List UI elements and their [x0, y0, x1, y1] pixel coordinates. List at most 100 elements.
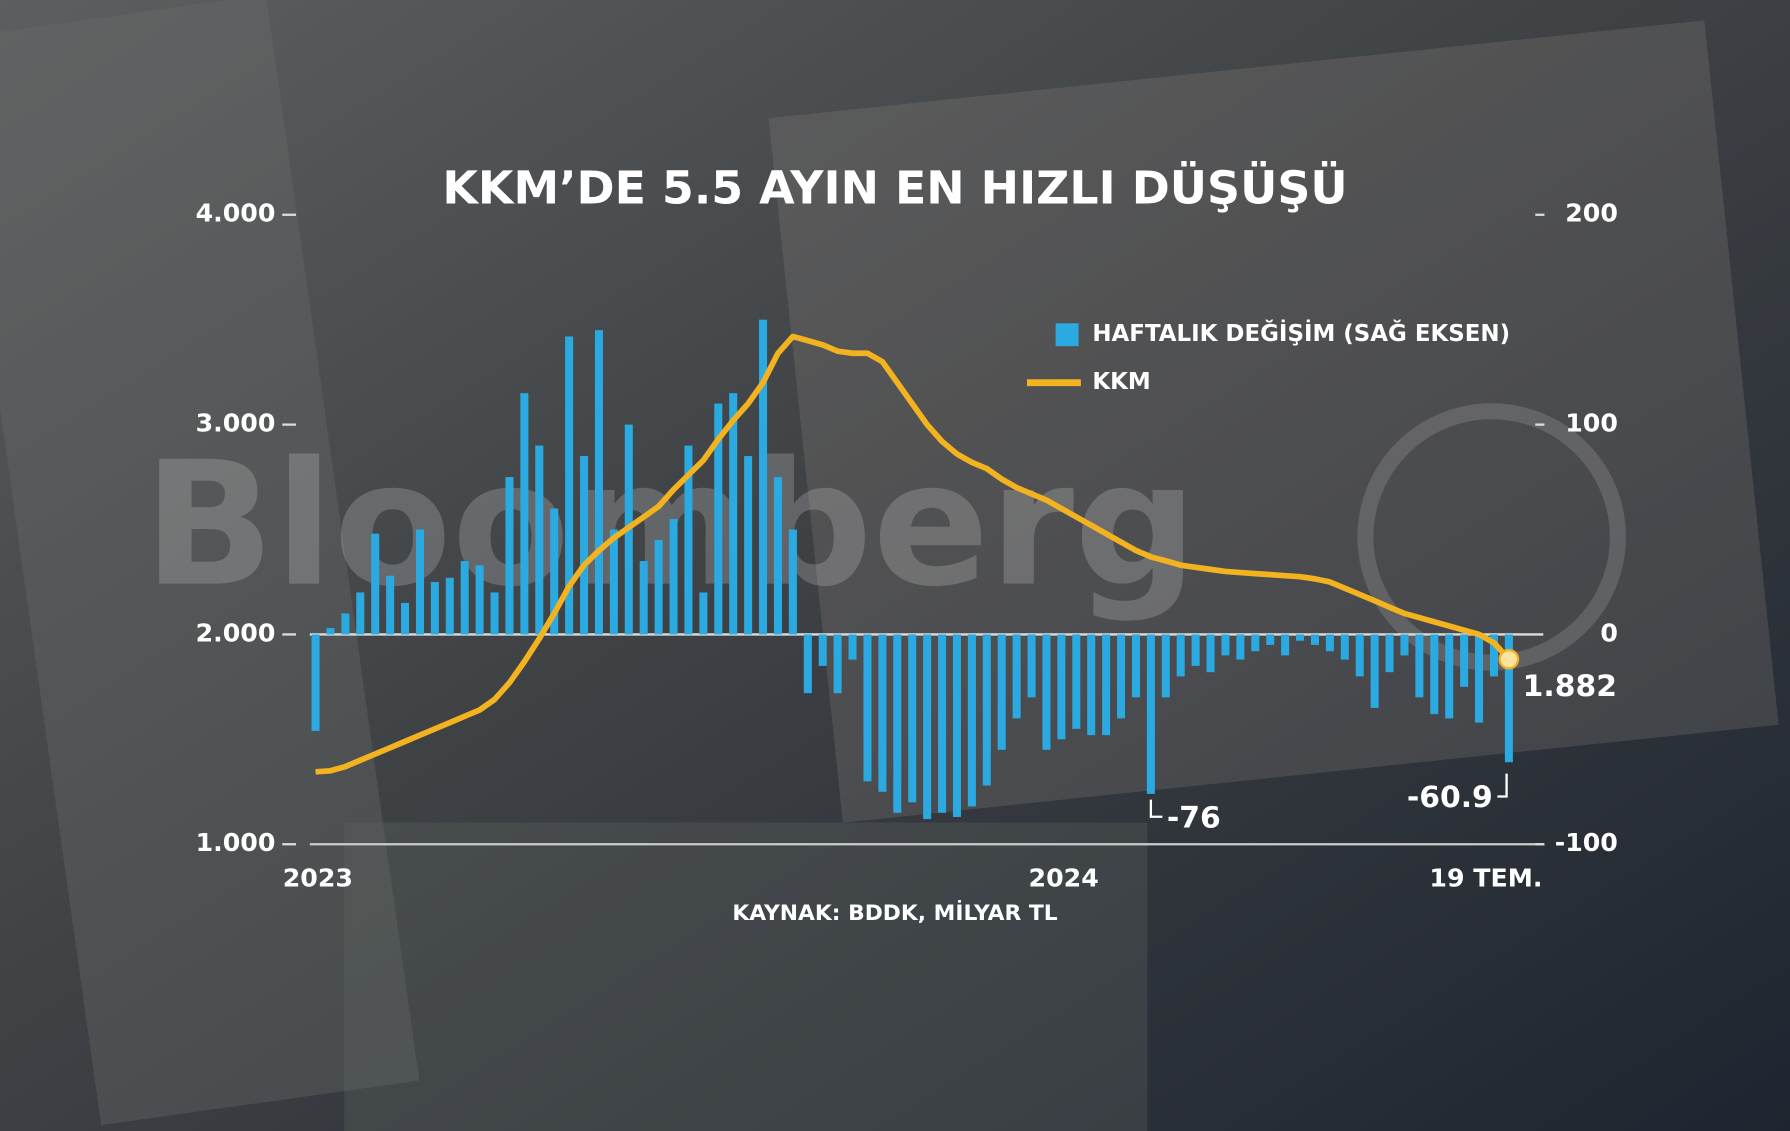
- label-bracket: [1497, 773, 1508, 798]
- x-tick-label: 19 TEM.: [1429, 864, 1542, 893]
- bar: [1310, 634, 1319, 645]
- bar: [490, 592, 499, 635]
- bar: [445, 577, 454, 635]
- banknote: [768, 20, 1779, 823]
- data-label: 1.882: [1523, 669, 1617, 704]
- bar: [1475, 634, 1484, 723]
- bar: [1117, 634, 1126, 719]
- bar: [580, 456, 589, 635]
- bar: [699, 592, 708, 635]
- bar: [759, 319, 768, 635]
- bar: [1176, 634, 1185, 677]
- bar: [833, 634, 842, 694]
- bar: [863, 634, 872, 782]
- bar: [1191, 634, 1200, 666]
- bar: [430, 581, 439, 635]
- bar: [848, 634, 857, 660]
- bar: [1340, 634, 1349, 660]
- bar: [609, 529, 618, 635]
- y-tick-label: 2.000: [196, 618, 276, 647]
- bar: [1296, 634, 1305, 641]
- label-bracket: [1149, 799, 1163, 818]
- bar: [1072, 634, 1081, 729]
- bar: [714, 403, 723, 635]
- bar: [356, 592, 365, 635]
- bar: [803, 634, 812, 694]
- y2-tick-label: 200: [1565, 199, 1618, 228]
- bar: [982, 634, 991, 786]
- bar: [1460, 634, 1469, 687]
- bar: [1251, 634, 1260, 652]
- bar: [952, 634, 961, 817]
- line: [315, 333, 1512, 775]
- bar: [639, 560, 648, 635]
- bar: [788, 529, 797, 635]
- bar: [1281, 634, 1290, 656]
- bar: [1504, 634, 1513, 763]
- bar: [878, 634, 887, 792]
- y-tick-label: 3.000: [196, 409, 276, 438]
- bar: [1489, 634, 1498, 677]
- bar: [654, 540, 663, 635]
- bar: [967, 634, 976, 807]
- bar: [326, 628, 335, 635]
- legend-label: KKM: [1092, 369, 1150, 395]
- y2-tick-label: 0: [1600, 618, 1618, 647]
- bar: [1385, 634, 1394, 673]
- bar: [669, 519, 678, 635]
- bar: [341, 613, 350, 635]
- x-tick-label: 2024: [1029, 864, 1099, 893]
- y2-tick-label: 100: [1565, 409, 1618, 438]
- bar: [1236, 634, 1245, 660]
- bar: [1415, 634, 1424, 698]
- bar: [1400, 634, 1409, 656]
- bar: [594, 330, 603, 635]
- y-tick-label: 1.000: [196, 828, 276, 857]
- bar: [401, 602, 410, 635]
- chart-title: KKM’DE 5.5 AYIN EN HIZLI DÜŞÜŞÜ: [442, 160, 1347, 214]
- bar: [535, 445, 544, 635]
- legend-swatch: [1055, 323, 1079, 347]
- bar: [1206, 634, 1215, 673]
- x-tick-label: 2023: [283, 864, 353, 893]
- bar: [475, 565, 484, 635]
- y-tick-label: 4.000: [196, 199, 276, 228]
- bar: [371, 533, 380, 635]
- bar: [997, 634, 1006, 750]
- bar: [1266, 634, 1275, 645]
- source: KAYNAK: BDDK, MİLYAR TL: [732, 900, 1057, 926]
- bar: [1102, 634, 1111, 736]
- bar: [1161, 634, 1170, 698]
- bar: [938, 634, 947, 813]
- bar: [684, 445, 693, 635]
- legend-label: HAFTALIK DEĞİŞİM (SAĞ EKSEN): [1092, 319, 1510, 347]
- end-point: [1498, 648, 1520, 670]
- bar: [923, 634, 932, 820]
- bar: [893, 634, 902, 813]
- bar: [1445, 634, 1454, 719]
- bar: [386, 575, 395, 635]
- bar: [550, 508, 559, 635]
- bar: [729, 393, 738, 635]
- bar: [565, 336, 574, 635]
- banknote: [0, 0, 420, 1126]
- data-label: -76: [1167, 801, 1221, 836]
- bar: [1087, 634, 1096, 736]
- bar: [1370, 634, 1379, 708]
- banknote: [344, 822, 1148, 1131]
- bar: [1430, 634, 1439, 715]
- bar: [773, 477, 782, 635]
- bar: [1221, 634, 1230, 656]
- bar: [520, 393, 529, 635]
- bar: [1146, 634, 1155, 794]
- bar: [744, 456, 753, 635]
- bar: [1027, 634, 1036, 698]
- y2-tick-label: -100: [1555, 828, 1618, 857]
- bar: [1325, 634, 1334, 652]
- bar: [908, 634, 917, 803]
- bar: [1355, 634, 1364, 677]
- bar: [1012, 634, 1021, 719]
- bar: [505, 477, 514, 635]
